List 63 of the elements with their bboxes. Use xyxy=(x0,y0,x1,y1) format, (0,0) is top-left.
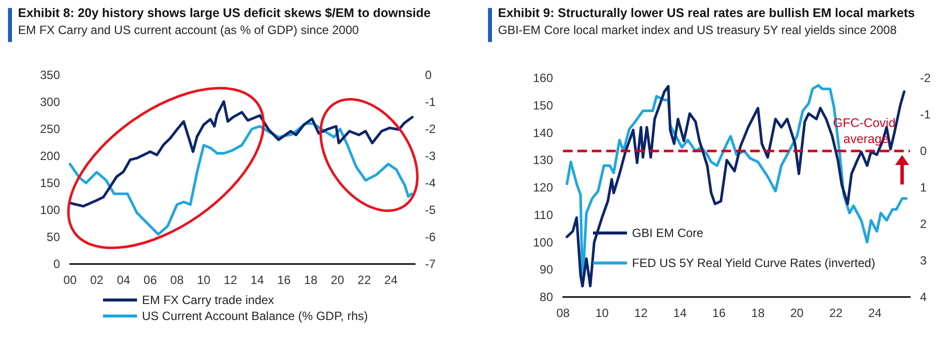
y2-tick-label: -7 xyxy=(425,257,436,271)
y2-tick-label: -2 xyxy=(425,122,436,136)
y-tick-label: 90 xyxy=(540,262,554,277)
x-tick-label: 22 xyxy=(829,306,843,320)
y-tick-label: 300 xyxy=(40,95,60,109)
chart-subtitle: GBI-EM Core local market index and US treasury 5Y real yields since 2008 xyxy=(498,23,898,37)
x-tick-label: 10 xyxy=(595,306,609,320)
legend-label: US Current Account Balance (% GDP, rhs) xyxy=(142,309,368,323)
y-tick-label: 110 xyxy=(534,208,554,222)
x-tick-label: 18 xyxy=(751,306,765,320)
y2-tick-label: -1 xyxy=(425,95,436,109)
line-series xyxy=(68,100,414,208)
y-tick-label: 150 xyxy=(40,176,60,190)
x-tick-label: 16 xyxy=(277,273,291,287)
x-tick-label: 08 xyxy=(556,306,570,320)
chart-subtitle: EM FX Carry and US current account (as % of GDP) since 2000 xyxy=(18,23,360,37)
chart-title: Exhibit 9: Structurally lower US real rates are bullish EM local markets xyxy=(498,6,916,20)
x-tick-label: 20 xyxy=(330,273,344,287)
y2-tick-label: -3 xyxy=(425,149,436,163)
y-tick-label: 130 xyxy=(532,153,554,168)
x-tick-label: 14 xyxy=(673,306,687,320)
x-tick-label: 24 xyxy=(384,273,398,287)
x-tick-label: 08 xyxy=(170,273,184,287)
x-tick-label: 16 xyxy=(712,306,726,320)
y-tick-label: 350 xyxy=(40,68,60,82)
y-tick-label: 160 xyxy=(532,71,554,85)
x-tick-label: 18 xyxy=(304,273,318,287)
x-tick-label: 10 xyxy=(197,273,211,287)
x-tick-label: 00 xyxy=(63,273,77,287)
y2-tick-label: 0 xyxy=(920,144,927,158)
y-tick-label: 150 xyxy=(532,98,554,112)
x-tick-label: 20 xyxy=(790,306,804,320)
x-tick-label: 02 xyxy=(90,273,104,287)
x-tick-label: 06 xyxy=(144,273,158,287)
y-tick-label: 200 xyxy=(40,149,60,163)
y2-tick-label: -2 xyxy=(920,71,931,85)
y2-tick-label: 2 xyxy=(920,217,927,231)
y2-tick-label: -1 xyxy=(920,108,931,122)
y-tick-label: 100 xyxy=(532,235,554,250)
x-tick-label: 24 xyxy=(868,306,882,320)
y2-tick-label: -5 xyxy=(425,203,436,217)
y2-tick-label: 1 xyxy=(920,180,927,194)
y2-tick-label: 3 xyxy=(920,254,927,268)
y-tick-label: 140 xyxy=(532,126,554,140)
y-tick-label: 100 xyxy=(40,203,60,217)
legend-label: GBI EM Core xyxy=(632,226,704,240)
chart-title: Exhibit 8: 20y history shows large US deficit skews $/EM to downside xyxy=(18,6,432,20)
x-tick-label: 22 xyxy=(358,273,372,287)
x-tick-label: 12 xyxy=(634,306,648,320)
x-tick-label: 14 xyxy=(250,273,264,287)
y-tick-label: 80 xyxy=(540,290,554,304)
y2-tick-label: -4 xyxy=(425,176,436,190)
y2-tick-label: 0 xyxy=(425,68,432,82)
x-tick-label: 04 xyxy=(116,273,130,287)
y-tick-label: 120 xyxy=(532,180,554,194)
y2-tick-label: -6 xyxy=(425,230,436,244)
x-tick-label: 12 xyxy=(224,273,238,287)
y-tick-label: 250 xyxy=(40,122,60,136)
y-tick-label: 50 xyxy=(46,230,60,244)
legend-label: EM FX Carry trade index xyxy=(142,293,274,307)
y-tick-label: 0 xyxy=(53,257,60,271)
y2-tick-label: 4 xyxy=(920,290,927,304)
legend-label: FED US 5Y Real Yield Curve Rates (inverted) xyxy=(632,256,876,270)
